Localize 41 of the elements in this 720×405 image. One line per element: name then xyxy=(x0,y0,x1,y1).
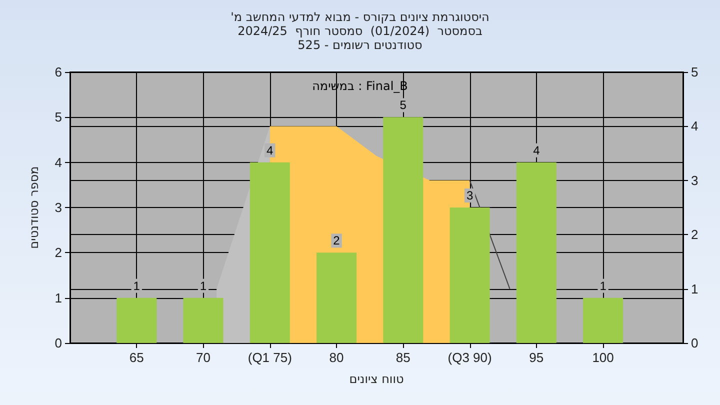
bar xyxy=(383,117,424,343)
y-tick-label: 4 xyxy=(54,154,62,170)
y2-tick-label: 3 xyxy=(691,172,698,188)
chart-title: 'היסטוגרמת ציונים בקורס - מבוא למדעי המחשב מ xyxy=(230,10,490,24)
bar xyxy=(316,252,357,343)
y2-tick-label: 1 xyxy=(691,281,698,296)
chart-subtitle: בסמסטר (01/2024) סמסטר חורף 2024/25 525 - סטודנטים רשומים xyxy=(238,24,482,52)
x-tick-label: 80 xyxy=(329,350,344,365)
data-label: 3 xyxy=(466,188,474,202)
x-tick-label: 65 xyxy=(129,350,144,365)
x-tick-label: (Q3 90) xyxy=(448,350,492,365)
y-tick-label: 6 xyxy=(54,64,62,80)
y2-tick-label: 2 xyxy=(691,227,698,242)
y2-tick-label: 5 xyxy=(691,64,698,80)
bar xyxy=(183,298,224,343)
data-label: 5 xyxy=(400,98,407,112)
x-tick-label: 100 xyxy=(592,350,614,365)
y2-tick-label: 0 xyxy=(691,336,698,350)
y-axis-title: מספר סטודנטים xyxy=(27,166,41,249)
y-tick-label: 2 xyxy=(54,245,62,260)
bar xyxy=(450,208,490,343)
y-tick-label: 1 xyxy=(54,290,62,306)
data-label: 2 xyxy=(333,234,340,248)
bar xyxy=(583,298,624,343)
data-label: 1 xyxy=(133,278,140,293)
y-tick-label: 0 xyxy=(54,336,62,350)
y-tick-label: 3 xyxy=(54,200,62,215)
data-label: 4 xyxy=(533,143,540,158)
x-tick-label: 85 xyxy=(396,350,410,365)
y2-tick-label: 4 xyxy=(691,118,698,134)
y-tick-label: 5 xyxy=(54,110,62,125)
bar xyxy=(250,162,290,343)
data-label: 4 xyxy=(266,143,274,158)
bar xyxy=(116,298,157,343)
x-tick-label: 95 xyxy=(529,350,544,365)
x-tick-label: 70 xyxy=(196,350,210,365)
data-label: 1 xyxy=(600,278,607,293)
data-label: 1 xyxy=(200,278,207,293)
bar xyxy=(516,162,556,343)
x-axis-title: טווח ציונים xyxy=(349,372,404,386)
x-tick-label: (Q1 75) xyxy=(248,350,292,365)
